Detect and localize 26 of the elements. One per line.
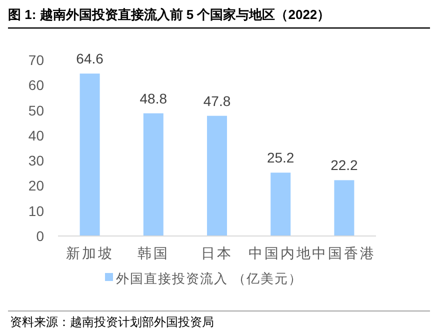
y-tick-label: 30 [28, 152, 44, 169]
y-tick-label: 70 [28, 52, 44, 68]
bar [143, 113, 164, 236]
y-tick-label: 60 [28, 77, 44, 94]
x-tick-label: 中国内地 [248, 245, 313, 261]
x-tick-label: 日本 [201, 245, 233, 261]
data-label: 22.2 [330, 157, 358, 174]
data-label: 25.2 [266, 150, 294, 166]
title: 图 1: 越南外国投资直接流入前 5 个国家与地区（2022） [8, 7, 330, 22]
bar [270, 172, 291, 236]
data-label: 47.8 [203, 92, 231, 109]
y-tick-label: 0 [36, 228, 44, 244]
y-tick-label: 50 [28, 102, 44, 118]
bar [80, 74, 100, 236]
legend-label: 外国直接投资流入 （亿美元） [116, 271, 303, 286]
y-tick-label: 10 [28, 202, 44, 219]
bar [334, 180, 354, 236]
y-tick-label: 40 [28, 127, 44, 144]
text: 资料来源：越南投资计划部外国投资局 [10, 315, 214, 329]
y-tick-label: 20 [28, 178, 44, 194]
bar [207, 116, 227, 236]
x-tick-label: 中国香港 [312, 245, 376, 261]
x-tick-label: 新加坡 [66, 245, 114, 261]
data-label: 64.6 [76, 50, 104, 67]
data-label: 48.8 [140, 90, 168, 106]
x-tick-label: 韩国 [137, 245, 170, 261]
